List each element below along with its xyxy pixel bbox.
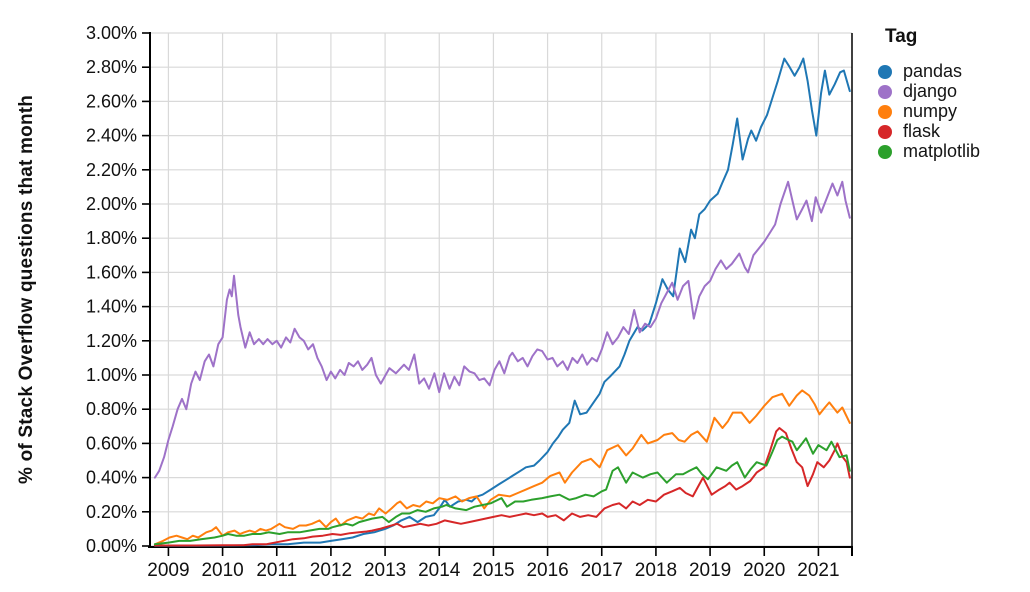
y-tick-label: 3.00% <box>86 23 137 43</box>
legend-item-pandas: pandas <box>878 62 980 81</box>
y-tick-label: 2.40% <box>86 126 137 146</box>
legend-label: django <box>903 81 958 101</box>
legend-item-matplotlib: matplotlib <box>878 142 980 161</box>
x-tick-label: 2010 <box>201 560 243 581</box>
series-line-matplotlib <box>153 435 851 546</box>
x-tick-label: 2011 <box>256 560 297 581</box>
y-tick-label: 1.40% <box>86 297 137 317</box>
y-tick-label: 1.00% <box>86 365 137 385</box>
legend-title: Tag <box>885 26 918 47</box>
legend: Tag pandas django numpy flask matplotlib <box>878 26 980 162</box>
legend-label: numpy <box>903 101 958 121</box>
series-line-pandas <box>153 57 851 547</box>
series-line-numpy <box>153 389 851 546</box>
legend-dot-numpy <box>878 104 892 119</box>
legend-items: pandas django numpy flask matplotlib <box>878 62 980 161</box>
x-tick-label: 2015 <box>472 560 514 581</box>
x-tick-label: 2013 <box>364 560 406 581</box>
series-line-flask <box>153 427 851 547</box>
legend-label: pandas <box>903 61 963 81</box>
y-tick-label: 2.60% <box>86 91 137 111</box>
legend-label: matplotlib <box>903 141 981 161</box>
legend-dot-matplotlib <box>878 144 892 159</box>
legend-label: flask <box>903 121 941 141</box>
y-tick-label: 0.40% <box>86 468 137 488</box>
x-tick-label: 2018 <box>635 560 677 581</box>
y-tick-label: 0.60% <box>86 433 137 453</box>
y-tick-label: 0.20% <box>86 502 137 522</box>
y-tick-label: 2.00% <box>86 194 137 214</box>
y-tick-label: 2.80% <box>86 57 137 77</box>
x-tick-label: 2021 <box>797 560 839 581</box>
legend-dot-pandas <box>878 64 892 79</box>
legend-dot-django <box>878 84 892 99</box>
y-tick-label: 2.20% <box>86 160 137 180</box>
y-tick-label: 1.60% <box>86 262 137 282</box>
legend-item-numpy: numpy <box>878 102 980 121</box>
x-tick-label: 2020 <box>743 560 785 581</box>
y-tick-label: 1.20% <box>86 331 137 351</box>
x-tick-label: 2012 <box>310 560 352 581</box>
x-tick-label: 2016 <box>526 560 568 581</box>
legend-item-django: django <box>878 82 980 101</box>
legend-dot-flask <box>878 124 892 139</box>
y-tick-label: 0.80% <box>86 399 137 419</box>
y-axis-title: % of Stack Overflow questions that month <box>16 94 37 485</box>
x-tick-label: 2019 <box>689 560 731 581</box>
legend-item-flask: flask <box>878 122 980 141</box>
y-tick-label: 0.00% <box>86 536 137 556</box>
x-tick-label: 2014 <box>418 560 461 581</box>
y-tick-label: 1.80% <box>86 228 137 248</box>
series-line-django <box>153 180 851 479</box>
x-tick-label: 2017 <box>581 560 623 581</box>
x-tick-label: 2009 <box>147 560 189 581</box>
